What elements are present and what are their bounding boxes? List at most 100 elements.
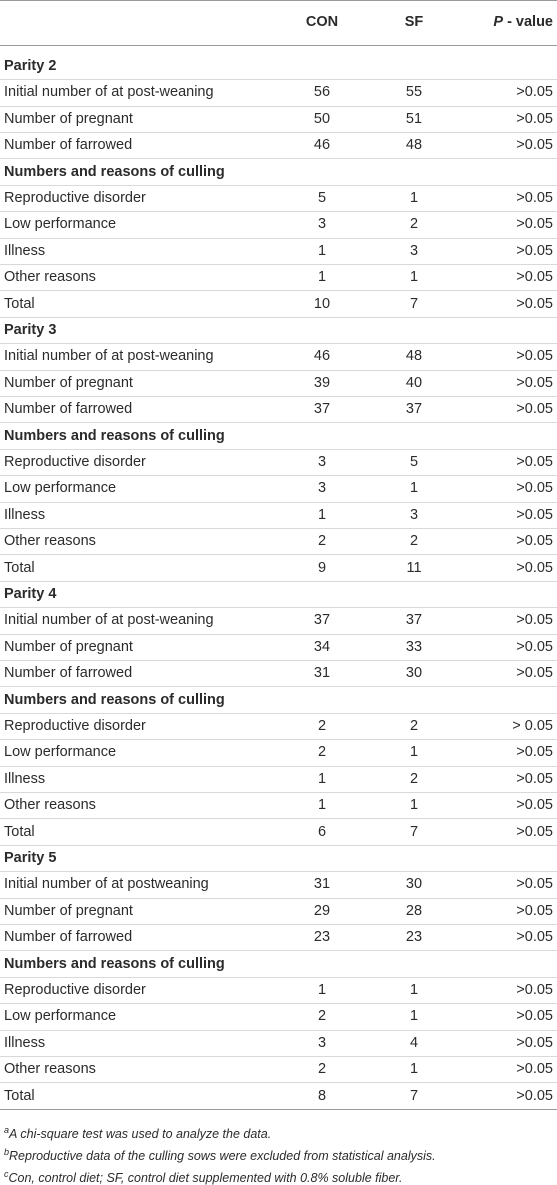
- row-rule: [0, 79, 557, 81]
- row-label: Illness: [4, 1034, 46, 1051]
- row-label: Low performance: [4, 744, 117, 761]
- p-value: >0.05: [516, 137, 553, 154]
- con-value: 1: [317, 269, 327, 286]
- section-title: Parity 2: [4, 58, 57, 74]
- p-value: >0.05: [516, 823, 553, 840]
- p-value: >0.05: [516, 348, 553, 365]
- row-label: Other reasons: [4, 1061, 96, 1078]
- section-title: Parity 3: [4, 322, 57, 338]
- sf-value: 7: [409, 1087, 419, 1104]
- row-rule: [0, 1056, 557, 1057]
- row-rule: [0, 897, 557, 899]
- row-label: Initial number of at post-weaning: [4, 612, 214, 629]
- p-value: >0.05: [516, 1087, 553, 1104]
- row-label: Reproductive disorder: [4, 982, 146, 998]
- sf-value: 7: [409, 295, 419, 312]
- row-rule: [0, 976, 557, 978]
- section-title: Numbers and reasons of culling: [4, 955, 225, 972]
- p-value: >0.05: [516, 295, 553, 312]
- con-value: 46: [313, 137, 331, 154]
- con-value: 9: [317, 559, 327, 576]
- p-value: >0.05: [516, 374, 553, 391]
- row-rule: [0, 660, 557, 661]
- sf-value: 4: [409, 1034, 419, 1051]
- row-rule: [0, 528, 557, 529]
- footnote-text: Reproductive data of the culling sows we…: [9, 1149, 436, 1164]
- con-value: 31: [313, 876, 331, 893]
- sf-value: 48: [405, 348, 423, 365]
- sf-value: 7: [409, 823, 419, 840]
- sf-value: 1: [409, 797, 419, 814]
- row-rule: [0, 924, 557, 925]
- sf-value: 11: [406, 559, 422, 576]
- row-label: Illness: [4, 506, 46, 523]
- header-p-suffix: - value: [507, 14, 553, 30]
- con-value: 1: [317, 797, 327, 814]
- row-label: Total: [4, 559, 35, 576]
- sf-value: 1: [409, 480, 419, 497]
- header-con: CON: [305, 14, 339, 30]
- con-value: 37: [313, 612, 331, 629]
- con-value: 3: [317, 480, 327, 497]
- footnote-marker: a: [4, 1124, 10, 1135]
- con-value: 10: [313, 295, 331, 312]
- header-sf: SF: [404, 14, 424, 30]
- row-rule: [0, 580, 557, 582]
- row-rule: [0, 501, 557, 503]
- row-rule: [0, 712, 557, 714]
- row-rule: [0, 950, 557, 952]
- p-value: >0.05: [516, 1008, 553, 1025]
- con-value: 50: [313, 110, 331, 127]
- sf-value: 2: [409, 533, 419, 550]
- row-rule: [0, 264, 557, 265]
- p-value: >0.05: [516, 902, 553, 919]
- row-rule: [0, 211, 557, 213]
- footnote-marker: c: [4, 1168, 9, 1179]
- con-value: 39: [313, 374, 331, 391]
- row-rule: [0, 1108, 557, 1110]
- row-rule: [0, 316, 557, 318]
- sf-value: 3: [409, 242, 419, 259]
- row-label: Other reasons: [4, 533, 96, 550]
- sf-value: 1: [409, 744, 419, 761]
- footnote-text: A chi-square test was used to analyze th…: [9, 1127, 272, 1142]
- row-label: Number of pregnant: [4, 902, 133, 919]
- con-value: 3: [317, 216, 327, 233]
- row-label: Number of pregnant: [4, 638, 133, 655]
- row-label: Other reasons: [4, 797, 96, 814]
- p-value: >0.05: [516, 533, 553, 550]
- p-value: >0.05: [516, 638, 553, 655]
- p-value: > 0.05: [512, 718, 553, 734]
- sf-value: 28: [405, 902, 423, 919]
- section-title: Numbers and reasons of culling: [4, 427, 225, 444]
- p-value: >0.05: [516, 506, 553, 523]
- row-label: Total: [4, 823, 35, 840]
- sf-value: 37: [405, 612, 423, 629]
- row-label: Reproductive disorder: [4, 718, 146, 734]
- row-rule: [0, 792, 557, 793]
- row-label: Number of farrowed: [4, 929, 133, 946]
- sf-value: 2: [409, 718, 419, 734]
- row-rule: [0, 422, 557, 424]
- con-value: 2: [317, 533, 327, 550]
- p-value: >0.05: [516, 480, 553, 497]
- con-value: 23: [313, 929, 331, 946]
- row-label: Low performance: [4, 1008, 117, 1025]
- footnote-marker: b: [4, 1146, 10, 1157]
- p-value: >0.05: [516, 929, 553, 946]
- sf-value: 33: [405, 638, 423, 655]
- header-p: P: [493, 14, 504, 30]
- p-value: >0.05: [516, 797, 553, 814]
- row-rule: [0, 45, 557, 46]
- con-value: 3: [317, 454, 327, 470]
- sf-value: 2: [409, 216, 419, 233]
- p-value: >0.05: [516, 401, 553, 418]
- con-value: 8: [317, 1087, 327, 1104]
- row-rule: [0, 1082, 557, 1084]
- con-value: 31: [313, 665, 331, 682]
- p-value: >0.05: [516, 190, 553, 206]
- p-value: >0.05: [516, 216, 553, 233]
- sf-value: 1: [409, 190, 419, 206]
- con-value: 3: [317, 1034, 327, 1051]
